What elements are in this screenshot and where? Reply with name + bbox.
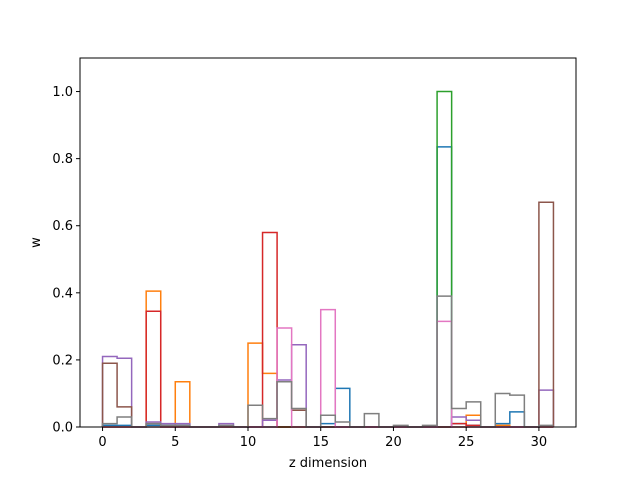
x-axis-ticks: 0 5 10 15 20 25 30 [98,427,547,450]
y-axis-ticks: 0.0 0.2 0.4 0.6 0.8 1.0 [52,85,80,436]
plot-frame [79,57,577,428]
x-tick-label: 30 [531,435,548,450]
y-tick-label: 0.0 [52,421,73,436]
plot-area-background [80,58,576,427]
x-tick-label: 20 [385,435,402,450]
y-tick-label: 0.8 [52,152,73,167]
y-tick-label: 0.2 [52,353,73,368]
x-axis-label: z dimension [289,456,367,471]
x-tick-label: 15 [312,435,329,450]
x-tick-label: 0 [98,435,106,450]
x-tick-label: 5 [171,435,179,450]
histogram-series-7 [101,295,554,428]
y-tick-label: 0.6 [52,219,73,234]
y-axis-label: w [29,237,44,248]
y-tick-label: 0.4 [52,286,73,301]
x-tick-label: 25 [458,435,475,450]
y-tick-label: 1.0 [52,85,73,100]
x-tick-label: 10 [240,435,257,450]
